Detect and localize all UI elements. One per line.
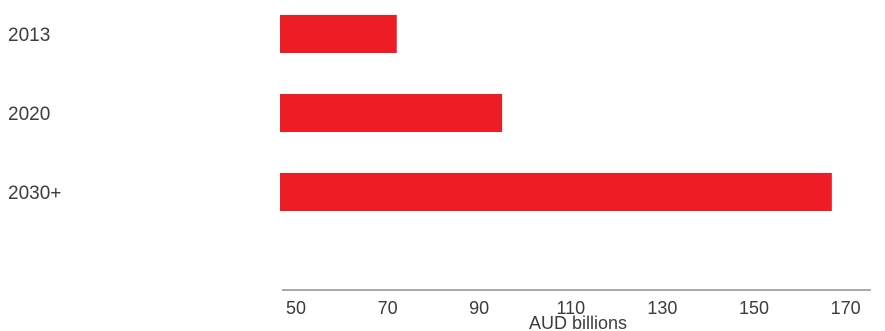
x-tick-labels: 50 70 90 110 130 150 170 [286,298,861,318]
bars-group [280,15,832,211]
bar-2013 [280,15,397,53]
x-tick-label: 150 [739,298,769,318]
bar-2020 [280,94,503,132]
bar-2030 [280,173,832,211]
x-tick-label: 70 [378,298,398,318]
x-tick-label: 110 [556,298,585,318]
x-tick-label: 50 [286,298,306,318]
x-tick-label: 90 [469,298,489,318]
category-label: 2013 [8,25,50,46]
category-labels: 2013 2020 2030+ [8,25,61,204]
category-label: 2020 [8,104,50,125]
x-axis-title: AUD billions [529,313,627,331]
x-tick-label: 130 [647,298,677,318]
category-label: 2030+ [8,183,61,204]
x-tick-label: 170 [831,298,861,318]
